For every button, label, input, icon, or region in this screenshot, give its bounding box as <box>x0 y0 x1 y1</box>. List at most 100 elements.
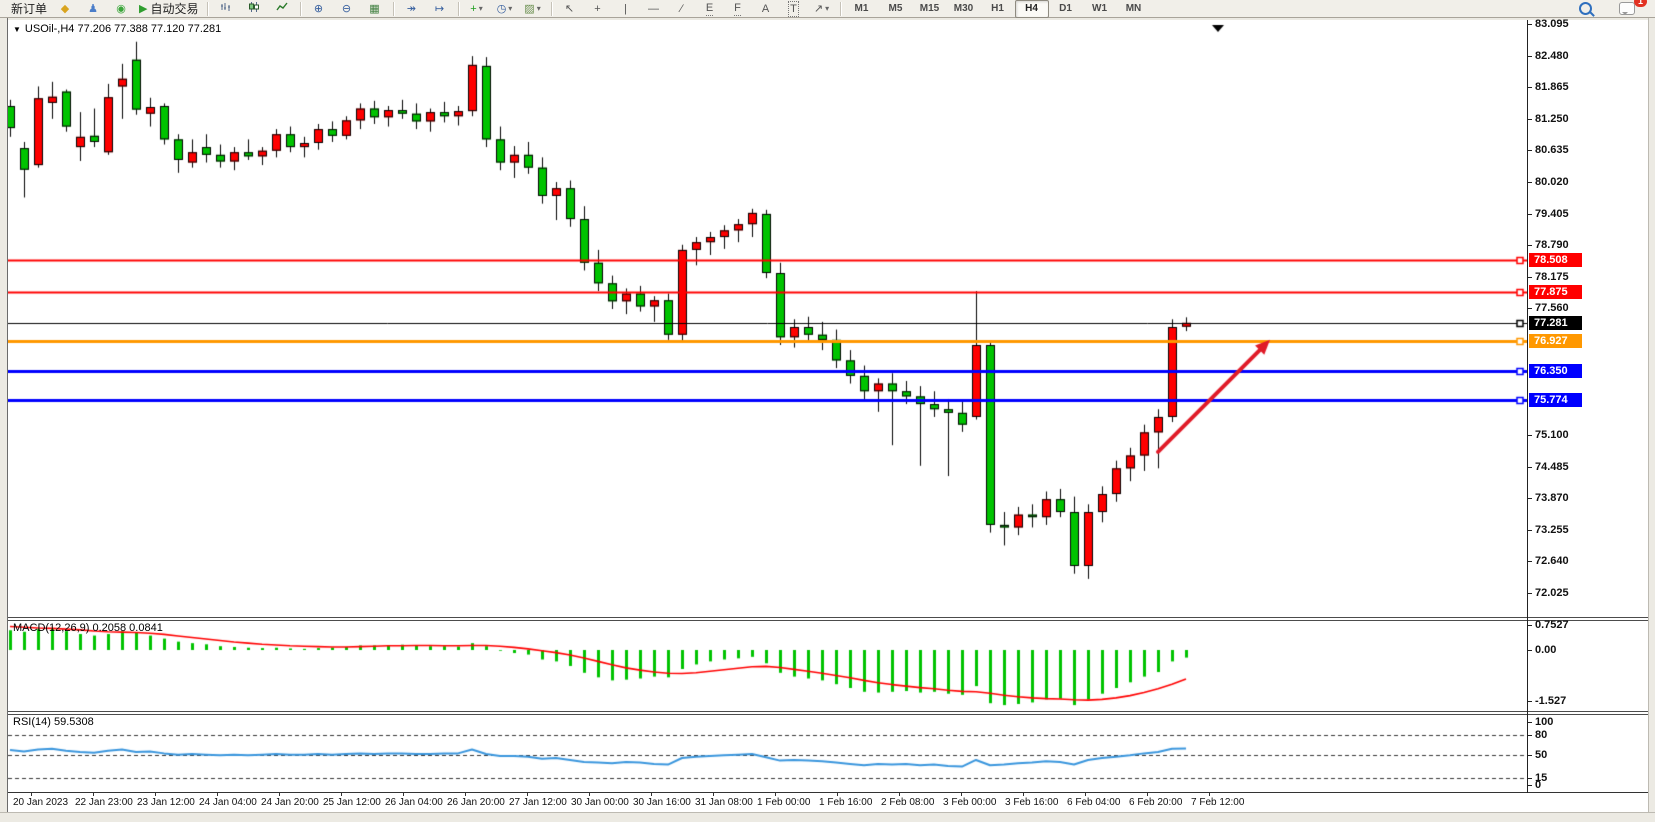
time-axis-border <box>8 792 1648 793</box>
main-toolbar: 新订单 ◆ ♟ ◉ ▶ 自动交易 ⊕ ⊖ ▦ ↠ ↦ + ▾ ◷ ▾ ▨ ▾ ↖ + | — ∕ E F A T ↗ ▾ M1 M5 M15… <box>0 0 1655 18</box>
market-watch-icon-icon: ◆ <box>60 2 70 15</box>
axis-tick-mark <box>1528 530 1532 531</box>
rsi-pane-canvas[interactable] <box>8 715 1527 792</box>
timeframe-button-H4[interactable]: H4 <box>1014 0 1049 18</box>
line-chart-icon-icon <box>275 1 288 17</box>
auto-scroll-icon-icon: ↠ <box>406 2 417 15</box>
autotrading-button[interactable]: ▶ 自动交易 <box>135 0 202 18</box>
chat-button[interactable]: 1 <box>1613 0 1647 18</box>
chart-shift-icon-icon: ↦ <box>434 2 445 15</box>
timeframe-button-H1[interactable]: H1 <box>991 3 1004 14</box>
time-tick-mark <box>1209 793 1210 796</box>
text-label-icon-button[interactable]: T <box>780 0 808 18</box>
price-tick-label: 73.870 <box>1535 492 1569 504</box>
fibonacci-icon-button[interactable]: F <box>724 0 752 18</box>
timeframe-button-D1[interactable]: D1 <box>1059 3 1072 14</box>
axis-tick-mark <box>1528 87 1532 88</box>
vertical-line-icon-button[interactable]: | <box>612 0 640 18</box>
time-tick-mark <box>899 793 900 796</box>
macd-tick-label: 0.00 <box>1535 644 1557 656</box>
price-axis[interactable]: 83.095 82.480 81.865 81.250 80.635 80.020 79.4… <box>1528 18 1648 617</box>
window-border-left <box>0 18 8 821</box>
channel-icon-button[interactable]: E <box>696 0 724 18</box>
timeframe-button-M15[interactable]: M15 <box>919 3 940 14</box>
cursor-icon-icon: ↖ <box>564 2 575 15</box>
crosshair-icon-button[interactable]: + <box>584 0 612 18</box>
chart-shift-icon-button[interactable]: ↦ <box>426 0 454 18</box>
time-tick-label: 20 Jan 2023 <box>13 797 69 808</box>
toolbar-separator <box>392 1 394 16</box>
timeframe-button-MN[interactable]: MN <box>1125 3 1142 14</box>
timeframe-button-M30[interactable]: M30 <box>953 3 974 14</box>
vertical-line-icon-icon: | <box>624 2 627 15</box>
chart-title: ▼ USOil-,H4 77.206 77.388 77.120 77.281 <box>13 23 221 35</box>
rsi-tick-label: 0 <box>1535 779 1542 791</box>
arrows-icon-button[interactable]: ↗ ▾ <box>808 0 836 18</box>
trendline-icon-button[interactable]: ∕ <box>668 0 696 18</box>
pane-separator-macd[interactable] <box>8 617 1648 621</box>
time-tick-mark <box>527 793 528 796</box>
macd-axis[interactable]: 0.7527 0.00 -1.527 <box>1528 619 1648 711</box>
text-icon-icon: A <box>761 2 770 15</box>
symbol-dropdown-icon[interactable]: ▼ <box>13 24 21 34</box>
indicators-add-button[interactable]: + ▾ <box>463 0 491 18</box>
price-tick-label: 75.100 <box>1535 429 1569 441</box>
autotrading-button-label: 自动交易 <box>150 2 199 16</box>
new-order-button[interactable]: 新订单 <box>4 0 51 18</box>
time-tick-mark <box>217 793 218 796</box>
time-tick-mark <box>31 793 32 796</box>
fibonacci-icon-icon: F <box>734 2 741 16</box>
axis-tick-mark <box>1528 119 1532 120</box>
timeframe-button-W1[interactable]: W1 <box>1092 3 1107 14</box>
timeframe-button-M5[interactable]: M5 <box>888 3 903 14</box>
cursor-icon-button[interactable]: ↖ <box>556 0 584 18</box>
axis-tick-mark <box>1528 277 1532 278</box>
price-tick-label: 83.095 <box>1535 18 1569 30</box>
time-tick-label: 3 Feb 00:00 <box>943 797 997 808</box>
timeframe-button-M1[interactable]: M1 <box>854 3 869 14</box>
pane-separator-rsi[interactable] <box>8 711 1648 715</box>
zoom-in-icon-button[interactable]: ⊕ <box>305 0 333 18</box>
chat-icon <box>1619 2 1635 15</box>
search-icon <box>1578 2 1592 15</box>
rsi-axis[interactable]: 100 80 50 15 0 <box>1528 715 1648 792</box>
main-chart-canvas[interactable] <box>8 20 1527 617</box>
time-tick-label: 31 Jan 08:00 <box>695 797 753 808</box>
navigator-icon-icon: ♟ <box>88 2 98 15</box>
chevron-down-icon: ▾ <box>508 4 513 13</box>
trendline-icon-icon: ∕ <box>680 2 683 15</box>
candlestick-chart-icon-button[interactable] <box>240 0 268 18</box>
templates-icon-button[interactable]: ▨ ▾ <box>519 0 547 18</box>
price-tick-label: 72.025 <box>1535 587 1569 599</box>
navigator-icon-button[interactable]: ♟ <box>79 0 107 18</box>
horizontal-line-icon-button[interactable]: — <box>640 0 668 18</box>
tile-windows-icon-button[interactable]: ▦ <box>361 0 389 18</box>
time-axis[interactable]: 20 Jan 2023 22 Jan 23:00 23 Jan 12:00 24 Ja… <box>8 793 1527 812</box>
macd-tick-label: -1.527 <box>1535 695 1567 707</box>
time-tick-label: 7 Feb 12:00 <box>1191 797 1245 808</box>
signals-icon-button[interactable]: ◉ <box>107 0 135 18</box>
text-icon-button[interactable]: A <box>752 0 780 18</box>
time-tick-mark <box>1023 793 1024 796</box>
time-tick-mark <box>651 793 652 796</box>
auto-scroll-icon-button[interactable]: ↠ <box>398 0 426 18</box>
price-tick-label: 77.560 <box>1535 302 1569 314</box>
time-tick-mark <box>589 793 590 796</box>
periods-icon-button[interactable]: ◷ ▾ <box>491 0 519 18</box>
macd-pane-canvas[interactable] <box>8 621 1527 711</box>
line-chart-icon-button[interactable] <box>268 0 296 18</box>
bar-chart-icon-button[interactable] <box>212 0 240 18</box>
channel-icon-icon: E <box>705 2 714 16</box>
axis-tick-mark <box>1528 701 1532 702</box>
rsi-tick-label: 80 <box>1535 729 1548 741</box>
time-tick-label: 23 Jan 12:00 <box>137 797 195 808</box>
level-price-label: 77.875 <box>1529 285 1582 299</box>
search-button[interactable] <box>1571 0 1599 18</box>
zoom-out-icon-button[interactable]: ⊖ <box>333 0 361 18</box>
price-tick-label: 79.405 <box>1535 208 1569 220</box>
axis-tick-mark <box>1528 755 1532 756</box>
time-tick-mark <box>775 793 776 796</box>
notification-badge: 1 <box>1634 0 1647 7</box>
market-watch-icon-button[interactable]: ◆ <box>51 0 79 18</box>
rsi-tick-label: 100 <box>1535 716 1554 728</box>
